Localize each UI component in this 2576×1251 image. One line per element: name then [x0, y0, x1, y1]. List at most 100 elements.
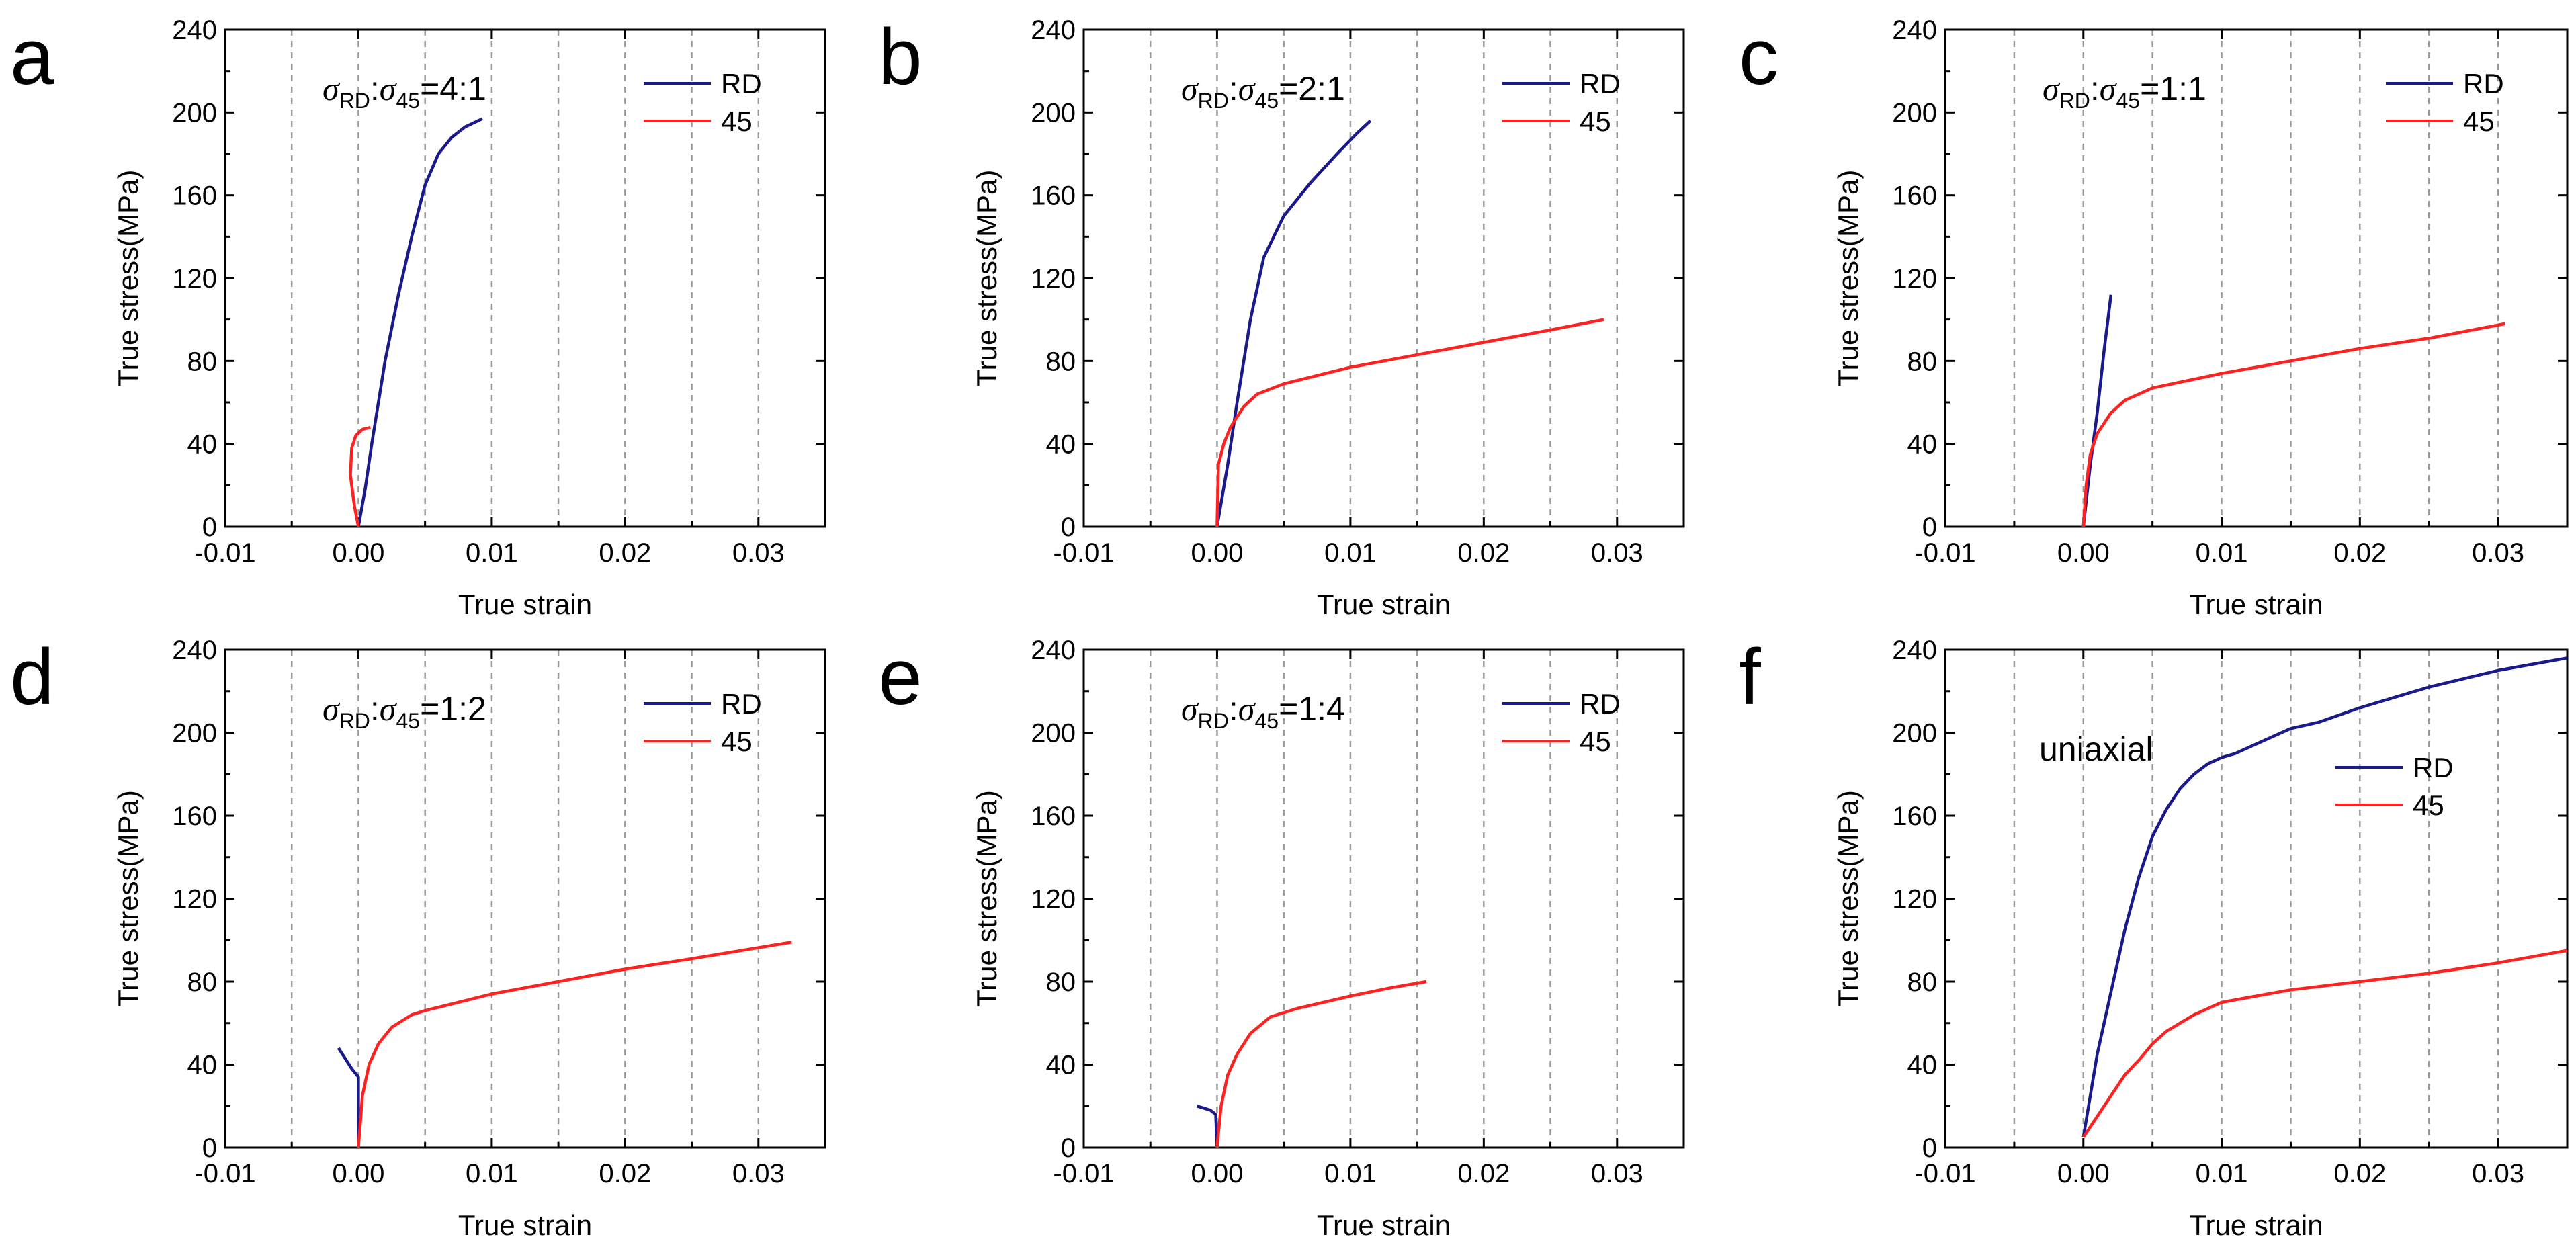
y-tick-label: 80	[1907, 347, 1938, 376]
series-line-45	[357, 941, 792, 1148]
x-tick-label: 0.03	[1591, 1159, 1643, 1189]
plot-frame	[1944, 648, 2569, 1149]
series-line-45	[1215, 318, 1604, 527]
x-tick-label: 0.01	[2196, 1159, 2248, 1189]
x-tick-label: 0.02	[2333, 538, 2386, 568]
y-tick-label: 200	[1031, 98, 1076, 128]
y-axis-label: True stress(MPa)	[112, 170, 144, 387]
x-axis-label: True strain	[458, 1209, 592, 1241]
y-tick-label: 200	[172, 98, 217, 128]
legend-label-45: 45	[721, 726, 753, 757]
x-axis-label: True strain	[1317, 589, 1451, 620]
plot-frame	[1944, 28, 2569, 528]
stress-ratio-annotation: σRD:σ45=1:2	[323, 690, 486, 733]
y-tick-label: 160	[172, 181, 217, 211]
x-tick-label: -0.01	[194, 1159, 255, 1189]
legend-label-45: 45	[721, 105, 753, 137]
plot-frame	[1082, 28, 1685, 528]
legend-label-45: 45	[1580, 726, 1611, 757]
x-tick-label: -0.01	[1053, 538, 1114, 568]
x-tick-label: 0.01	[1324, 538, 1377, 568]
series-line-rd	[337, 1047, 360, 1148]
panel-letter-e: e	[878, 633, 922, 722]
x-tick-label: 0.00	[1191, 1159, 1244, 1189]
y-tick-label: 120	[172, 264, 217, 294]
y-tick-label: 0	[1922, 1133, 1937, 1163]
x-tick-label: 0.03	[2472, 1159, 2524, 1189]
panel-letter-a: a	[10, 13, 54, 101]
x-tick-label: 0.02	[599, 538, 651, 568]
y-tick-label: 240	[1892, 15, 1937, 45]
y-tick-label: 80	[1907, 967, 1938, 997]
panel-letter-b: b	[878, 13, 922, 101]
plot-frame	[224, 648, 826, 1149]
series-line-rd	[1215, 120, 1372, 527]
y-tick-label: 240	[1031, 15, 1076, 45]
series-line-45	[1215, 980, 1427, 1148]
series-line-45	[349, 425, 371, 527]
x-tick-label: 0.00	[333, 538, 385, 568]
y-tick-label: 240	[172, 15, 217, 45]
panel-letter-c: c	[1739, 13, 1778, 101]
legend-label-rd: RD	[1580, 688, 1621, 720]
legend-label-rd: RD	[721, 688, 762, 720]
series-line-rd	[2081, 656, 2567, 1137]
x-tick-label: 0.00	[2057, 538, 2110, 568]
legend-label-rd: RD	[2413, 752, 2454, 783]
x-tick-label: -0.01	[1053, 1159, 1114, 1189]
x-tick-label: 0.01	[1324, 1159, 1377, 1189]
chart-panel-c: -0.01 0.00 0.01 0.02 0.03 0 40 80 120 160 200 240 Tr…	[1739, 13, 2569, 620]
x-tick-label: 0.00	[1191, 538, 1244, 568]
x-tick-label: -0.01	[194, 538, 255, 568]
plot-frame	[224, 28, 826, 528]
y-tick-label: 40	[1907, 1051, 1938, 1080]
x-tick-label: 0.00	[2057, 1159, 2110, 1189]
plot-frame	[1082, 648, 1685, 1149]
y-tick-label: 240	[1031, 636, 1076, 665]
y-tick-label: 0	[202, 1133, 217, 1163]
y-tick-label: 120	[1031, 885, 1076, 914]
y-tick-label: 200	[1892, 98, 1937, 128]
stress-ratio-annotation: σRD:σ45=2:1	[1181, 70, 1345, 113]
legend-label-rd: RD	[1580, 68, 1621, 99]
y-tick-label: 160	[172, 802, 217, 831]
y-tick-label: 80	[187, 347, 218, 376]
panel-letter-d: d	[10, 633, 54, 722]
legend-label-45: 45	[2463, 105, 2495, 137]
legend-label-rd: RD	[721, 68, 762, 99]
series-line-rd	[357, 117, 483, 527]
y-tick-label: 240	[1892, 636, 1937, 665]
y-tick-label: 80	[1046, 347, 1076, 376]
y-tick-label: 120	[172, 885, 217, 914]
y-tick-label: 0	[1922, 513, 1937, 542]
y-axis-label: True stress(MPa)	[1832, 170, 1864, 387]
legend-label-45: 45	[2413, 789, 2444, 821]
legend-label-45: 45	[1580, 105, 1611, 137]
y-tick-label: 40	[1046, 430, 1076, 460]
x-tick-label: 0.02	[1457, 1159, 1510, 1189]
x-tick-label: 0.01	[466, 538, 518, 568]
x-tick-label: -0.01	[1914, 1159, 1975, 1189]
y-axis-label: True stress(MPa)	[112, 790, 144, 1007]
x-tick-label: 0.03	[1591, 538, 1643, 568]
y-tick-label: 40	[187, 1051, 218, 1080]
x-tick-label: 0.03	[2472, 538, 2524, 568]
y-tick-label: 80	[187, 967, 218, 997]
y-tick-label: 40	[1907, 430, 1938, 460]
x-tick-label: 0.03	[732, 538, 785, 568]
y-axis-label: True stress(MPa)	[971, 790, 1002, 1007]
stress-ratio-annotation: σRD:σ45=1:1	[2043, 70, 2206, 113]
x-tick-label: 0.01	[466, 1159, 518, 1189]
chart-panel-d: -0.01 0.00 0.01 0.02 0.03 0 40 80 120 160 200 240 Tr…	[10, 633, 826, 1241]
loading-annotation: uniaxial	[2039, 730, 2153, 768]
chart-panel-e: -0.01 0.00 0.01 0.02 0.03 0 40 80 120 160 200 240 Tr…	[878, 633, 1685, 1241]
y-tick-label: 240	[172, 636, 217, 665]
x-tick-label: 0.02	[1457, 538, 1510, 568]
y-tick-label: 40	[187, 430, 218, 460]
y-tick-label: 120	[1892, 264, 1937, 294]
y-tick-label: 0	[1061, 1133, 1076, 1163]
series-line-rd	[2081, 294, 2113, 527]
y-tick-label: 40	[1046, 1051, 1076, 1080]
x-axis-label: True strain	[1317, 1209, 1451, 1241]
